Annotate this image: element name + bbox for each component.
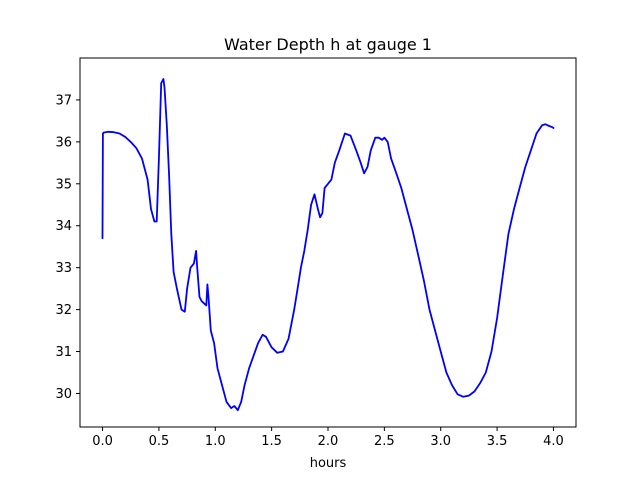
axes-frame — [79, 57, 577, 428]
chart-title: Water Depth h at gauge 1 — [224, 35, 432, 54]
x-axis-label: hours — [310, 456, 347, 471]
x-tick-label: 1.0 — [205, 434, 226, 449]
x-tick-label: 2.5 — [374, 434, 395, 449]
y-tick-label: 37 — [55, 93, 72, 108]
x-tick-label: 0.0 — [92, 434, 113, 449]
series-line-0 — [101, 78, 555, 412]
plot-area — [101, 78, 555, 412]
y-tick-label: 35 — [55, 177, 72, 192]
y-tick-label: 31 — [55, 345, 72, 360]
y-tick-label: 32 — [55, 303, 72, 318]
x-tick-label: 0.5 — [149, 434, 170, 449]
y-tick-label: 36 — [55, 135, 72, 150]
x-axis-ticks: 0.0 0.5 1.0 1.5 2.0 2.5 3.0 3.5 4.0 — [92, 427, 564, 449]
y-tick-label: 33 — [55, 261, 72, 276]
x-tick-label: 1.5 — [261, 434, 282, 449]
y-axis-ticks: 30 31 32 33 34 35 36 37 — [55, 93, 80, 402]
x-tick-label: 3.5 — [487, 434, 508, 449]
x-tick-label: 3.0 — [430, 434, 451, 449]
x-tick-label: 2.0 — [318, 434, 339, 449]
y-tick-label: 30 — [55, 387, 72, 402]
x-tick-label: 4.0 — [543, 434, 564, 449]
y-tick-label: 34 — [55, 219, 72, 234]
